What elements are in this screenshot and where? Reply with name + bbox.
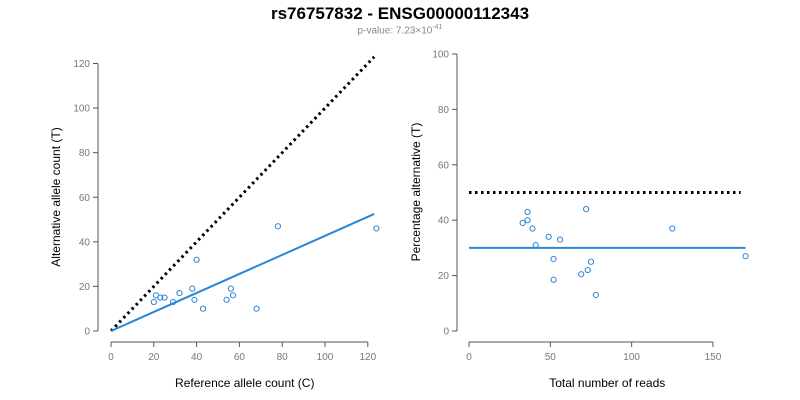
plot2-data-point — [592, 291, 599, 299]
plot2-x-axis-title: Total number of reads — [549, 376, 665, 390]
plot1-data-point — [253, 305, 260, 312]
plot1-x-tick-label: 20 — [148, 352, 160, 363]
plot1-y-axis-title: Alternative allele count (T) — [49, 127, 63, 266]
plot2-data-point — [587, 258, 595, 265]
plot1-data-point — [274, 223, 282, 230]
plot2-y-tick-label: 0 — [443, 327, 449, 338]
plot1-data-point — [169, 298, 177, 306]
plot1-data-point — [199, 305, 207, 312]
p-value-text: p-value: 7.23×10 — [357, 25, 433, 37]
chart-subtitle: p-value: 7.23×10-41 — [0, 24, 800, 36]
plot1-data-point — [161, 294, 168, 301]
plot2-y-tick-label: 60 — [438, 160, 450, 171]
plot1-x-tick-label: 120 — [359, 352, 376, 363]
plot1-x-axis-title: Reference allele count (C) — [175, 376, 314, 390]
plot1-reference-line — [109, 55, 376, 333]
plot1-data-point — [157, 294, 164, 301]
plot1-y-tick-label: 120 — [73, 59, 90, 70]
plot2-data-point — [669, 225, 676, 232]
plot1-data-point — [189, 285, 196, 292]
plot1-x-tick-label: 100 — [317, 352, 334, 363]
plot2-data-point — [524, 208, 531, 215]
chart-title: rs76757832 - ENSG00000112343 — [270, 4, 530, 23]
plot1-x-tick-label: 60 — [234, 352, 246, 363]
plot1-y-tick-label: 20 — [79, 282, 91, 293]
plot2-data-point — [550, 255, 557, 263]
plot1-y-tick-label: 100 — [73, 104, 90, 115]
plot2-data-point — [583, 206, 590, 213]
plot2-y-tick-label: 40 — [438, 216, 450, 227]
plot1-y-tick-label: 40 — [79, 237, 91, 248]
plot1-data-point — [150, 298, 157, 306]
plot1-data-point — [227, 285, 234, 292]
plot2-y-axis-title: Percentage alternative (T) — [409, 123, 423, 262]
plot1-y-tick-label: 60 — [79, 193, 91, 204]
plot1-x-tick-label: 0 — [108, 352, 114, 363]
plot1-y-tick-label: 0 — [84, 327, 90, 338]
plot1-data-point — [176, 290, 183, 297]
plot1-data-point — [191, 296, 198, 303]
plot2-data-point — [529, 225, 536, 232]
plot2-y-tick-label: 80 — [438, 105, 450, 116]
plot1-x-tick-label: 40 — [191, 352, 203, 363]
plot2-data-point — [519, 219, 526, 227]
plot1-data-point — [229, 292, 237, 299]
plot2-x-tick-label: 150 — [705, 352, 722, 363]
plot2-data-point — [524, 217, 531, 224]
plot2-data-point — [742, 253, 749, 260]
plot2-y-tick-label: 20 — [438, 271, 450, 282]
plot1-data-point — [193, 256, 200, 263]
plot2-x-tick-label: 100 — [623, 352, 640, 363]
p-value-exponent: -41 — [432, 24, 443, 31]
plot2-data-point — [584, 266, 591, 274]
plot2-x-tick-label: 50 — [545, 352, 557, 363]
plot1-y-tick-label: 80 — [79, 148, 91, 159]
plot1-data-point — [223, 296, 230, 303]
plot1-x-tick-label: 80 — [277, 352, 289, 363]
plot2-x-tick-label: 0 — [466, 352, 472, 363]
plot2-data-point — [556, 236, 564, 243]
plot2-data-point — [578, 271, 585, 278]
plot1-fit-line — [110, 213, 375, 332]
plot2-data-point — [532, 242, 539, 249]
plot2-data-point — [545, 233, 552, 240]
plot2-y-tick-label: 100 — [432, 50, 449, 61]
plot2-data-point — [550, 276, 557, 283]
plot1-data-point — [373, 225, 380, 232]
